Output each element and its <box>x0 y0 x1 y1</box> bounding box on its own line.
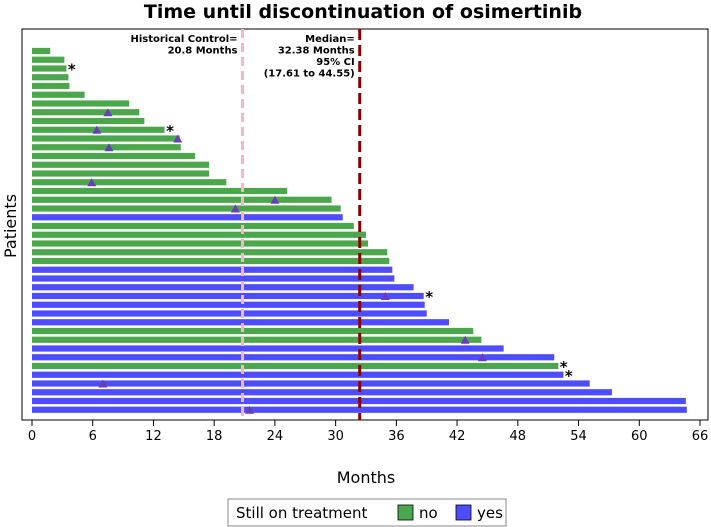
bar-patient-9 <box>32 117 145 125</box>
x-tick-label: 42 <box>449 429 466 444</box>
bar-patient-14 <box>32 161 210 168</box>
chart-title: Time until discontinuation of osimertini… <box>144 1 582 23</box>
bar-patient-34 <box>32 336 482 343</box>
bar-patient-6 <box>32 91 85 98</box>
markers: ***** <box>68 61 573 414</box>
bar-patient-36 <box>32 354 555 361</box>
bar-patient-42 <box>32 406 687 413</box>
triangle-marker <box>230 204 240 213</box>
bar-patient-4 <box>32 74 69 81</box>
bar-patient-30 <box>32 301 425 308</box>
bar-patient-8 <box>32 109 140 116</box>
historical-control-label: 20.8 Months <box>168 46 238 57</box>
legend-swatch-yes <box>455 504 472 521</box>
bar-patient-31 <box>32 310 427 317</box>
triangle-marker <box>104 143 114 152</box>
bar-patient-35 <box>32 345 504 352</box>
x-tick-label: 36 <box>388 429 405 444</box>
median-label: Median= <box>305 34 355 45</box>
bar-patient-16 <box>32 179 227 186</box>
triangle-marker <box>460 335 470 344</box>
bar-patient-13 <box>32 152 195 160</box>
bar-patient-23 <box>32 240 369 247</box>
x-tick-label: 54 <box>570 429 587 444</box>
bar-patient-3 <box>32 65 67 72</box>
bar-patient-38 <box>32 371 564 378</box>
plot-area: ***** Historical Control=20.8 MonthsMedi… <box>21 28 709 421</box>
bar-patient-33 <box>32 327 474 335</box>
median-label: (17.61 to 44.55) <box>264 69 355 80</box>
bar-patient-5 <box>32 82 70 90</box>
legend-title: Still on treatment <box>236 504 367 522</box>
bar-patient-1 <box>32 47 51 55</box>
triangle-marker <box>98 379 108 388</box>
x-tick-label: 66 <box>692 429 709 444</box>
bar-patient-29 <box>32 292 424 300</box>
star-marker: * <box>560 358 568 376</box>
star-marker: * <box>425 288 433 306</box>
bar-patient-40 <box>32 389 612 396</box>
triangle-marker <box>380 292 390 300</box>
reference-lines <box>241 29 362 420</box>
bar-patient-20 <box>32 214 343 221</box>
triangle-marker <box>245 405 255 414</box>
triangle-marker <box>103 108 113 117</box>
legend-swatch-no <box>397 504 414 521</box>
bar-patient-24 <box>32 249 388 256</box>
bar-patient-7 <box>32 100 130 107</box>
bar-patient-28 <box>32 284 414 291</box>
bar-patient-18 <box>32 196 332 203</box>
bar-patient-37 <box>32 362 559 370</box>
median-label: 95% CI <box>316 57 354 68</box>
x-tick-label: 24 <box>267 429 284 444</box>
legend-label-yes: yes <box>477 504 503 522</box>
triangle-marker <box>270 195 280 204</box>
reference-labels: Historical Control=20.8 Months Median=32.… <box>130 34 354 80</box>
median-label: 32.38 Months <box>278 46 355 57</box>
x-tick-label: 30 <box>327 429 344 444</box>
legend-entries: no yes <box>397 504 503 522</box>
bar-patient-19 <box>32 205 341 212</box>
star-marker: * <box>68 61 76 79</box>
x-tick-label: 0 <box>28 429 36 444</box>
plot-frame <box>21 28 709 421</box>
historical-control-label: Historical Control= <box>130 34 237 45</box>
bar-patient-12 <box>32 144 181 151</box>
legend: Still on treatment no yes <box>227 498 507 527</box>
x-axis: 0 6 12 18 24 30 36 42 48 54 60 66 <box>28 420 708 444</box>
star-marker: * <box>166 122 174 140</box>
triangle-marker <box>92 125 102 134</box>
x-tick-label: 12 <box>145 429 162 444</box>
star-marker: * <box>565 367 573 385</box>
triangle-marker <box>87 178 97 187</box>
y-axis-label: Patients <box>1 194 20 258</box>
bar-patient-15 <box>32 170 210 177</box>
bar-patient-2 <box>32 56 65 63</box>
bar-patient-11 <box>32 135 180 142</box>
bar-patient-39 <box>32 380 590 387</box>
bar-patient-32 <box>32 319 449 326</box>
bar-patient-26 <box>32 266 393 273</box>
x-tick-label: 18 <box>206 429 223 444</box>
bar-patient-17 <box>32 187 288 195</box>
x-tick-label: 60 <box>631 429 648 444</box>
bar-patient-27 <box>32 275 395 282</box>
x-tick-label: 48 <box>510 429 527 444</box>
x-tick-label: 6 <box>89 429 97 444</box>
bar-patient-22 <box>32 231 366 238</box>
legend-label-no: no <box>419 504 438 522</box>
bar-patient-21 <box>32 222 354 230</box>
triangle-marker <box>477 353 487 362</box>
bar-patient-25 <box>32 257 390 265</box>
x-axis-label: Months <box>337 468 395 487</box>
triangle-marker <box>173 134 183 143</box>
